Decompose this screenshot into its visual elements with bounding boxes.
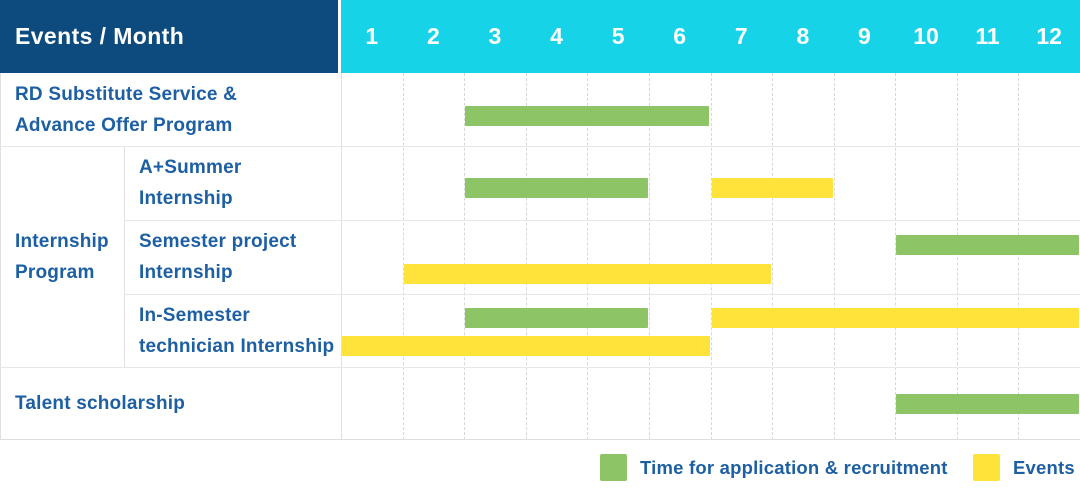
- month-label-10: 10: [913, 23, 939, 49]
- month-gridline: [1018, 73, 1019, 440]
- row-label-1: A+Summer Internship: [124, 146, 341, 220]
- group-label-internship-program: Internship Program: [0, 146, 124, 367]
- gantt-bar-yellow-row3: [342, 336, 710, 356]
- month-label-1: 1: [365, 23, 379, 49]
- month-gridline: [526, 73, 527, 440]
- month-label-4: 4: [550, 23, 563, 49]
- gantt-bar-green-row0: [465, 106, 710, 126]
- gantt-bar-green-row2: [896, 235, 1079, 255]
- month-gridline: [957, 73, 958, 440]
- month-label-11: 11: [975, 23, 1000, 49]
- table-bottom-border: [0, 439, 1080, 440]
- row-separator: [0, 367, 1080, 368]
- row-label-1-text: A+Summer Internship: [139, 157, 242, 209]
- month-gridline: [772, 73, 773, 440]
- row-label-4: Talent scholarship: [0, 367, 341, 440]
- month-label-8: 8: [796, 23, 810, 49]
- month-label-9: 9: [858, 23, 871, 49]
- row-label-0: RD Substitute Service & Advance Offer Pr…: [0, 73, 341, 146]
- month-gridline: [895, 73, 896, 440]
- row-separator: [0, 146, 1080, 147]
- row-separator: [124, 220, 1080, 221]
- legend-item-application: Time for application & recruitment: [600, 454, 948, 481]
- row-label-4-text: Talent scholarship: [15, 393, 186, 414]
- row-label-3: In-Semester technician Internship: [124, 294, 341, 367]
- row-label-2-text: Semester project Internship: [139, 231, 297, 283]
- gantt-bar-yellow-row1: [711, 178, 833, 198]
- month-label-7: 7: [734, 23, 748, 49]
- gantt-bar-yellow-row3: [711, 308, 1079, 328]
- legend-label-application: Time for application & recruitment: [640, 456, 948, 478]
- month-header-band: 1 2 3 4 5 6 7 8 9 10 11 12: [341, 0, 1080, 73]
- group-label-internship-program-text: Internship Program: [15, 230, 109, 283]
- header-corner-cell: Events / Month: [0, 0, 338, 73]
- gantt-bar-green-row4: [896, 394, 1079, 414]
- row-separator: [124, 294, 1080, 295]
- row-label-3-text: In-Semester technician Internship: [139, 304, 335, 357]
- month-label-6: 6: [673, 23, 687, 49]
- table-left-border: [0, 73, 1, 440]
- corner-label: Events / Month: [15, 23, 185, 49]
- label-subcolumn-divider: [124, 146, 125, 367]
- chart-left-gridline: [341, 73, 342, 440]
- month-label-12: 12: [1036, 23, 1062, 49]
- gantt-bar-green-row1: [465, 178, 648, 198]
- gantt-bar-green-row3: [465, 308, 648, 328]
- gantt-bar-yellow-row2: [403, 264, 772, 284]
- row-label-0-text: RD Substitute Service & Advance Offer Pr…: [15, 83, 238, 136]
- legend-swatch-green: [600, 454, 627, 481]
- legend-swatch-yellow: [973, 454, 1000, 481]
- row-label-2: Semester project Internship: [124, 220, 341, 294]
- month-gridline: [403, 73, 404, 440]
- month-gridline: [834, 73, 835, 440]
- month-label-3: 3: [488, 23, 502, 49]
- month-label-5: 5: [611, 23, 625, 49]
- month-gridline: [711, 73, 712, 440]
- legend-item-events: Events: [973, 454, 1075, 481]
- month-label-2: 2: [426, 23, 440, 49]
- month-gridline: [649, 73, 650, 440]
- month-gridline: [587, 73, 588, 440]
- legend-label-events: Events: [1013, 456, 1075, 478]
- month-gridline: [464, 73, 465, 440]
